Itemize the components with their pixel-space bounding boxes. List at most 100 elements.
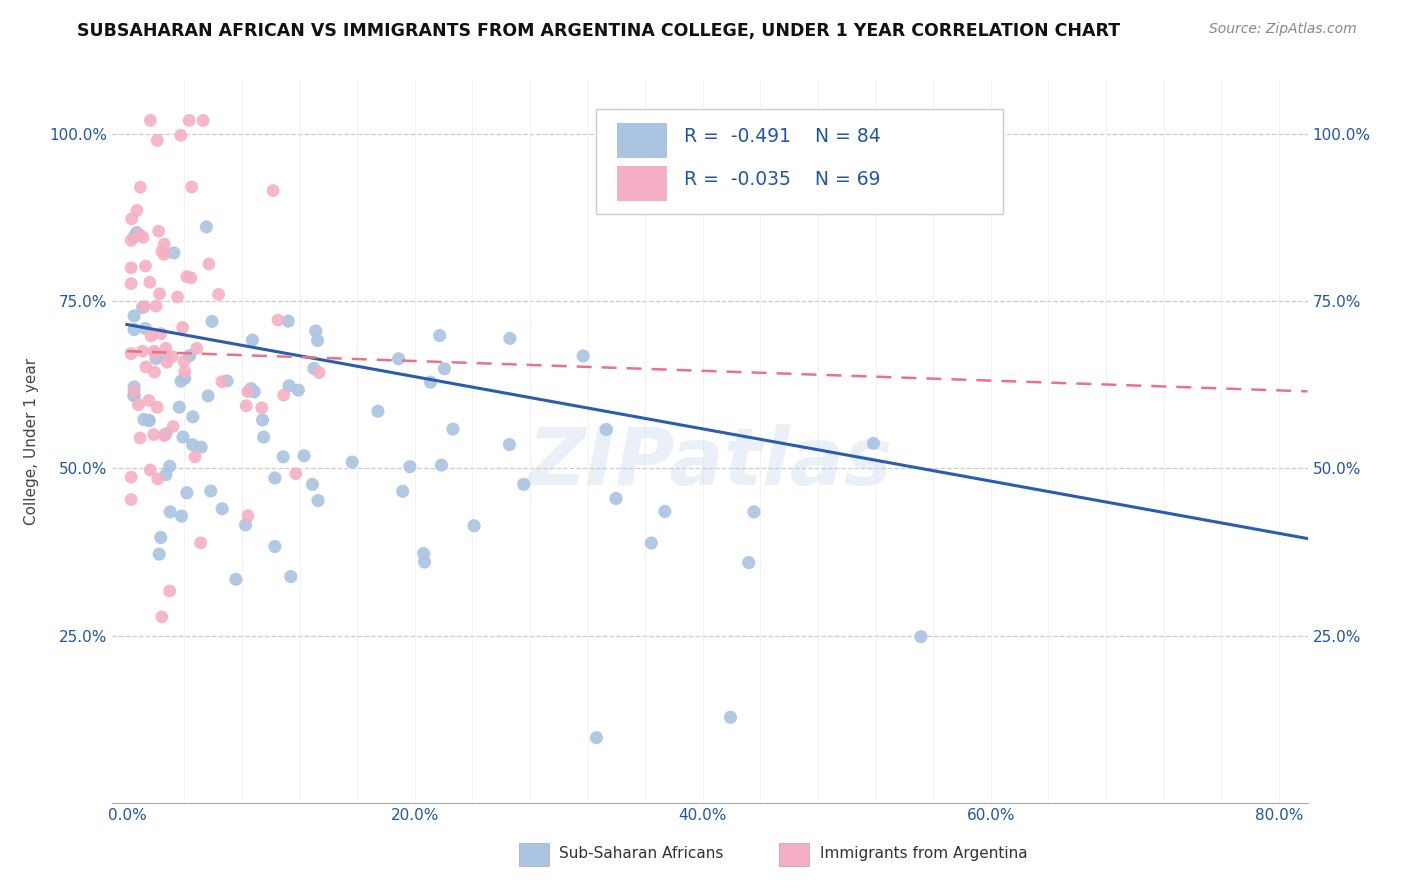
Point (301, 477, 323, 491)
Point (125, 226, 148, 240)
Point (184, 450, 207, 464)
Point (134, 259, 156, 273)
Point (132, 300, 155, 314)
Point (139, 275, 162, 289)
Point (170, 509, 193, 524)
Text: Sub-Saharan Africans: Sub-Saharan Africans (560, 846, 724, 861)
Point (197, 389, 219, 403)
Point (138, 413, 160, 427)
FancyBboxPatch shape (779, 843, 810, 866)
Point (605, 491, 627, 506)
Point (441, 422, 464, 436)
Point (149, 286, 172, 301)
Point (267, 313, 290, 327)
Point (391, 484, 413, 499)
Point (640, 536, 662, 550)
Text: R =  -0.035    N = 69: R = -0.035 N = 69 (683, 170, 880, 189)
Point (305, 324, 328, 338)
Point (138, 393, 160, 408)
Point (307, 334, 329, 348)
Point (235, 399, 257, 413)
Point (572, 349, 595, 363)
Point (180, 271, 202, 285)
Point (129, 431, 152, 445)
Point (162, 419, 184, 434)
Point (153, 247, 176, 261)
Point (122, 384, 145, 399)
Point (240, 333, 263, 347)
Point (211, 501, 233, 516)
Point (160, 350, 183, 364)
Point (122, 380, 145, 394)
Point (132, 412, 155, 426)
Point (243, 384, 266, 399)
Point (150, 610, 173, 624)
Text: R =  -0.491    N = 84: R = -0.491 N = 84 (683, 128, 880, 146)
Point (419, 375, 441, 389)
Point (149, 531, 172, 545)
Point (430, 458, 453, 472)
Point (225, 572, 247, 586)
Point (173, 364, 195, 378)
Point (127, 398, 149, 412)
Point (176, 486, 198, 500)
FancyBboxPatch shape (617, 123, 666, 158)
Point (120, 346, 142, 360)
Point (433, 361, 456, 376)
Point (153, 237, 176, 252)
Point (172, 320, 194, 334)
Y-axis label: College, Under 1 year: College, Under 1 year (24, 358, 38, 525)
Point (181, 438, 204, 452)
Point (169, 400, 191, 414)
Point (163, 246, 186, 260)
Point (207, 287, 229, 301)
Point (138, 414, 160, 428)
Point (198, 257, 221, 271)
Text: Source: ZipAtlas.com: Source: ZipAtlas.com (1209, 22, 1357, 37)
Point (170, 374, 193, 388)
Point (120, 492, 142, 507)
Point (307, 493, 329, 508)
Point (720, 710, 742, 724)
Point (585, 731, 607, 745)
Point (498, 437, 520, 451)
Point (155, 348, 177, 362)
Point (250, 401, 273, 415)
Point (120, 470, 142, 484)
Point (128, 227, 150, 242)
Point (308, 366, 330, 380)
Point (292, 449, 315, 463)
Point (122, 322, 145, 336)
Point (253, 430, 276, 444)
Point (135, 359, 157, 374)
Point (252, 413, 274, 427)
Point (146, 401, 169, 415)
Point (862, 436, 884, 450)
Point (139, 329, 162, 343)
Point (742, 505, 765, 519)
Point (271, 450, 294, 464)
Point (122, 230, 145, 244)
Point (277, 314, 299, 328)
Point (236, 508, 259, 523)
Point (132, 230, 155, 244)
FancyBboxPatch shape (519, 843, 548, 866)
Point (159, 583, 181, 598)
Point (122, 309, 145, 323)
Point (149, 326, 172, 341)
Point (142, 344, 165, 359)
Point (181, 409, 204, 424)
Point (180, 180, 202, 194)
FancyBboxPatch shape (617, 166, 666, 201)
Point (122, 388, 145, 402)
Point (139, 463, 162, 477)
Point (595, 422, 617, 436)
Text: ZIPatlas: ZIPatlas (527, 425, 893, 502)
Point (159, 505, 181, 519)
Point (143, 365, 166, 379)
Point (120, 233, 142, 247)
Point (148, 547, 170, 561)
Point (738, 556, 761, 570)
Point (399, 459, 422, 474)
Point (367, 404, 389, 418)
